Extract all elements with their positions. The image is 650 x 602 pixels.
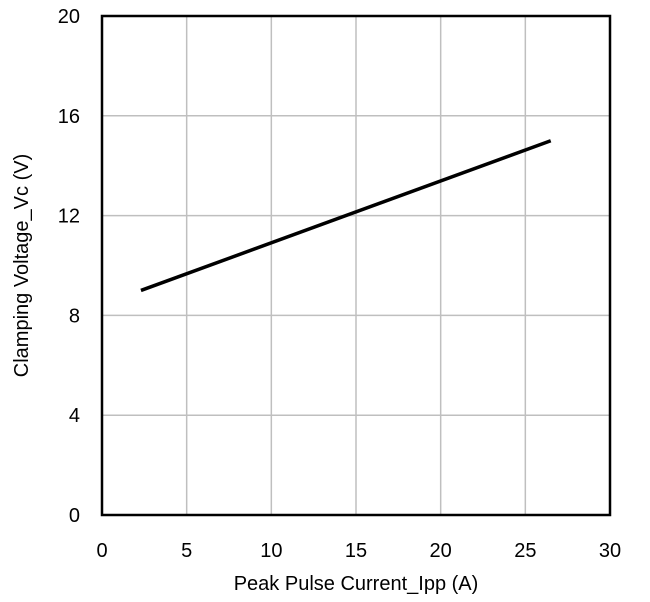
x-tick-label: 25 xyxy=(514,540,536,562)
y-tick-label: 16 xyxy=(58,106,80,128)
x-tick-label: 20 xyxy=(430,540,452,562)
x-axis-label: Peak Pulse Current_Ipp (A) xyxy=(234,573,479,595)
x-tick-label: 30 xyxy=(599,540,621,562)
x-tick-label: 15 xyxy=(345,540,367,562)
plot-frame xyxy=(100,14,612,517)
x-tick-label: 0 xyxy=(96,540,107,562)
series-line xyxy=(140,139,552,293)
x-tick-label: 5 xyxy=(181,540,192,562)
y-tick-label: 4 xyxy=(69,405,80,427)
y-tick-label: 8 xyxy=(69,305,80,327)
tick-labels: 0 5 10 15 20 25 30 0 4 8 12 16 20 xyxy=(58,6,621,562)
y-tick-label: 0 xyxy=(69,505,80,527)
series-group xyxy=(140,139,552,293)
y-tick-label: 12 xyxy=(58,206,80,228)
y-tick-label: 20 xyxy=(58,6,80,28)
y-axis-label: Clamping Voltage_Vc (V) xyxy=(11,154,33,377)
x-tick-label: 10 xyxy=(260,540,282,562)
grid xyxy=(102,16,610,515)
